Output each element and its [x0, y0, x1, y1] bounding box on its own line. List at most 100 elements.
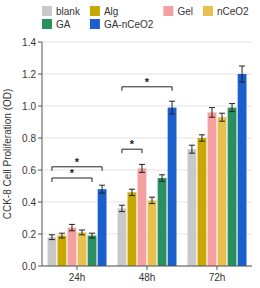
- x-tick: [217, 266, 218, 270]
- error-line: [201, 135, 202, 141]
- y-axis: 0.00.20.40.60.81.01.21.4: [22, 37, 42, 272]
- grid-line: [42, 106, 252, 107]
- series: [68, 108, 217, 266]
- bar: [168, 108, 177, 266]
- error-cap: [229, 111, 235, 112]
- error-cap: [129, 195, 135, 196]
- error-cap: [49, 234, 55, 235]
- legend-label: GA: [56, 19, 71, 30]
- y-tick: [38, 266, 42, 267]
- error-cap: [189, 153, 195, 154]
- legend-label: Alg: [104, 6, 118, 17]
- error-cap: [89, 238, 95, 239]
- error-bar: [129, 189, 135, 195]
- error-cap: [79, 230, 85, 231]
- error-bar: [219, 113, 225, 121]
- error-line: [152, 197, 153, 203]
- y-axis-line: [42, 42, 43, 266]
- legend-label: Gel: [177, 6, 193, 17]
- legend-swatch: [42, 19, 52, 29]
- legend-item: Gel: [163, 6, 193, 17]
- error-line: [162, 175, 163, 181]
- error-cap: [199, 134, 205, 135]
- error-bar: [239, 66, 245, 82]
- grid: [42, 42, 252, 266]
- bar: [188, 149, 197, 266]
- legend-swatch: [42, 6, 52, 16]
- error-cap: [169, 101, 175, 102]
- error-cap: [199, 141, 205, 142]
- error-line: [102, 185, 103, 193]
- error-cap: [69, 224, 75, 225]
- series: [58, 135, 207, 266]
- error-bar: [69, 224, 75, 230]
- y-tick: [38, 202, 42, 203]
- error-cap: [189, 145, 195, 146]
- legend-swatch: [90, 6, 100, 16]
- error-bar: [89, 233, 95, 238]
- series: [88, 104, 237, 266]
- error-bar: [49, 235, 55, 240]
- bar: [88, 236, 97, 266]
- significance-label: *: [75, 156, 80, 168]
- error-bar: [189, 145, 195, 153]
- error-cap: [119, 211, 125, 212]
- y-tick: [38, 74, 42, 75]
- error-cap: [169, 114, 175, 115]
- legend-item: GA-nCeO2: [90, 19, 154, 30]
- error-cap: [99, 185, 105, 186]
- y-tick-label: 1.2: [22, 69, 36, 80]
- grid-line: [42, 42, 252, 43]
- error-line: [71, 224, 72, 230]
- bar: [218, 117, 227, 266]
- y-tick-label: 0.2: [22, 229, 36, 240]
- legend-item: GA: [42, 19, 71, 30]
- x-tick-label: 24h: [69, 272, 86, 283]
- error-line: [222, 113, 223, 121]
- error-line: [51, 235, 52, 240]
- significance-label: *: [70, 167, 75, 179]
- bar: [128, 192, 137, 266]
- error-cap: [59, 238, 65, 239]
- bar: [68, 228, 77, 266]
- legend-item: nCeO2: [203, 6, 249, 17]
- bar: [148, 200, 157, 266]
- error-line: [232, 104, 233, 112]
- y-axis-label: CCK-8 Cell Proliferation (OD): [2, 89, 13, 220]
- error-cap: [99, 193, 105, 194]
- series: [98, 66, 247, 266]
- error-bar: [209, 108, 215, 118]
- error-cap: [209, 107, 215, 108]
- error-line: [242, 66, 243, 82]
- y-tick-label: 1.0: [22, 101, 36, 112]
- error-cap: [219, 113, 225, 114]
- error-line: [92, 233, 93, 238]
- bars: [48, 66, 247, 266]
- error-bar: [59, 233, 65, 238]
- y-tick: [38, 106, 42, 107]
- error-bar: [229, 104, 235, 112]
- legend-swatch: [90, 19, 100, 29]
- error-cap: [69, 230, 75, 231]
- error-bar: [139, 164, 145, 172]
- error-cap: [159, 174, 165, 175]
- legend-label: GA-nCeO2: [104, 19, 154, 30]
- error-line: [82, 230, 83, 235]
- bar: [238, 74, 247, 266]
- error-cap: [159, 181, 165, 182]
- error-line: [131, 189, 132, 195]
- legend: blankAlgGelnCeO2GAGA-nCeO2: [42, 6, 249, 30]
- error-cap: [209, 117, 215, 118]
- error-cap: [229, 103, 235, 104]
- error-cap: [139, 164, 145, 165]
- error-line: [121, 205, 122, 211]
- error-line: [211, 108, 212, 118]
- error-bar: [159, 175, 165, 181]
- error-bar: [199, 135, 205, 141]
- x-tick-label: 72h: [209, 272, 226, 283]
- error-cap: [239, 66, 245, 67]
- significance-label: *: [130, 138, 135, 150]
- error-cap: [89, 233, 95, 234]
- error-line: [61, 233, 62, 238]
- bar: [228, 108, 237, 266]
